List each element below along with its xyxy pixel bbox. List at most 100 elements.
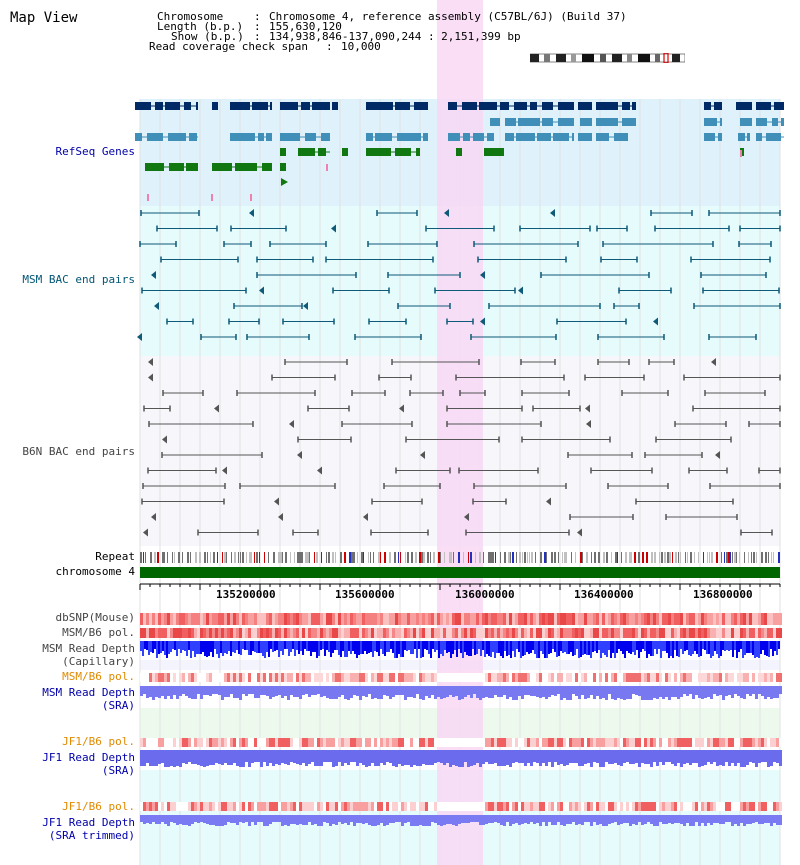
track-label-jf1-b6-pol-2[interactable]: JF1/B6 pol.: [62, 800, 135, 813]
depth-bar: [524, 750, 527, 766]
depth-bar: [371, 750, 374, 763]
depth-bar: [704, 815, 707, 826]
heat-cell: [701, 613, 704, 625]
depth-bar: [386, 641, 388, 652]
heat-cell: [641, 673, 644, 682]
heat-cell: [377, 802, 380, 811]
heat-cell: [317, 673, 320, 682]
repeat-mark: [199, 552, 201, 563]
heat-cell: [557, 673, 560, 682]
heat-cell: [662, 628, 665, 638]
track-label-jf1-b6-pol-1[interactable]: JF1/B6 pol.: [62, 735, 135, 748]
depth-bar: [416, 641, 418, 658]
depth-bar: [632, 750, 635, 764]
depth-bar: [593, 750, 596, 762]
depth-bar: [250, 641, 252, 655]
track-label-jf1-depth-trimmed[interactable]: JF1 Read Depth: [42, 816, 135, 829]
heat-cell: [311, 802, 314, 811]
heat-cell: [230, 802, 233, 811]
track-label-repeat[interactable]: Repeat: [95, 550, 135, 563]
heat-cell: [209, 673, 212, 682]
heat-cell: [323, 628, 326, 638]
gene-exon: [230, 102, 250, 110]
heat-cell: [173, 628, 176, 638]
track-label-msm-depth-capillary[interactable]: MSM Read Depth: [42, 642, 135, 655]
track-label-dbsnp[interactable]: dbSNP(Mouse): [55, 611, 135, 624]
depth-bar: [670, 641, 672, 656]
depth-bar: [728, 815, 731, 822]
heat-cell: [173, 738, 176, 747]
heat-cell: [473, 673, 476, 682]
depth-bar: [449, 815, 452, 824]
depth-bar: [755, 815, 758, 822]
depth-bar: [743, 750, 746, 767]
depth-bar: [240, 641, 242, 655]
depth-bar: [190, 641, 192, 658]
heat-cell: [557, 628, 560, 638]
bac-end-arrow: [259, 286, 264, 295]
heat-cell: [428, 613, 431, 625]
depth-bar: [308, 686, 311, 697]
repeat-mark: [730, 552, 731, 563]
depth-bar: [563, 686, 566, 698]
depth-bar: [731, 815, 734, 826]
depth-bar: [262, 641, 264, 656]
heat-cell: [404, 738, 407, 747]
depth-bar: [710, 686, 713, 699]
heat-cell: [395, 613, 398, 625]
depth-bar: [737, 815, 740, 826]
track-label-chromosome[interactable]: chromosome 4: [55, 565, 135, 578]
heat-cell: [512, 673, 515, 682]
heat-cell: [446, 628, 449, 638]
heat-cell: [386, 673, 389, 682]
heat-cell: [545, 802, 548, 811]
depth-bar: [644, 750, 647, 764]
depth-bar: [335, 686, 338, 699]
depth-bar: [342, 641, 344, 651]
heat-cell: [356, 802, 359, 811]
bac-end-arrow: [464, 513, 469, 521]
track-label-msm-depth-sra[interactable]: MSM Read Depth: [42, 686, 135, 699]
depth-bar: [352, 641, 354, 651]
track-label-msm-bac[interactable]: MSM BAC end pairs: [22, 273, 135, 286]
gene-exon: [558, 118, 574, 126]
depth-bar: [594, 641, 596, 651]
depth-bar: [704, 750, 707, 765]
track-label-msm-b6-pol-1[interactable]: MSM/B6 pol.: [62, 626, 135, 639]
track-label-msm-b6-pol-2[interactable]: MSM/B6 pol.: [62, 670, 135, 683]
gene-exon: [578, 133, 592, 141]
heat-cell: [761, 628, 764, 638]
repeat-mark: [368, 552, 369, 563]
heat-cell: [194, 673, 197, 682]
track-label-jf1-depth-sra[interactable]: JF1 Read Depth: [42, 751, 135, 764]
bac-end-arrow: [151, 271, 156, 279]
repeat-mark: [734, 552, 736, 563]
depth-bar: [650, 815, 653, 824]
gene-exon: [505, 133, 514, 141]
heat-cell: [233, 613, 236, 625]
heat-cell: [299, 738, 302, 747]
heat-cell: [212, 613, 215, 625]
heat-cell: [695, 738, 698, 747]
heat-cell: [590, 628, 593, 638]
repeat-mark: [444, 552, 445, 563]
heat-cell: [725, 628, 728, 638]
chromosome-ideogram[interactable]: [530, 53, 685, 63]
heat-cell: [335, 613, 338, 625]
heat-cell: [323, 738, 326, 747]
heat-cell: [155, 628, 158, 638]
depth-bar: [772, 641, 774, 656]
track-label-refseq-genes[interactable]: RefSeq Genes: [55, 145, 135, 158]
heat-cell: [536, 802, 539, 811]
depth-bar: [392, 815, 395, 823]
heat-cell: [632, 738, 635, 747]
heat-cell: [422, 802, 425, 811]
track-label-b6n-bac[interactable]: B6N BAC end pairs: [22, 445, 135, 458]
depth-bar: [500, 641, 502, 656]
depth-bar: [182, 750, 185, 763]
heat-cell: [458, 613, 461, 625]
heat-cell: [518, 613, 521, 625]
depth-bar: [752, 641, 754, 655]
depth-bar: [600, 641, 602, 658]
